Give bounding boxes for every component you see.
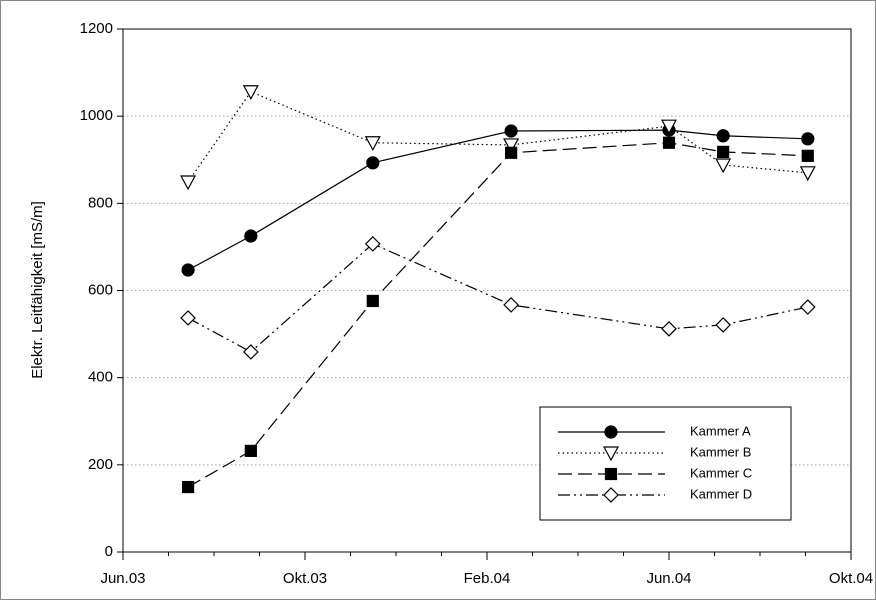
marker bbox=[661, 321, 677, 337]
x-tick-label: Jun.04 bbox=[646, 570, 691, 587]
legend-label: Kammer B bbox=[690, 444, 751, 459]
marker bbox=[181, 480, 195, 494]
legend-label: Kammer A bbox=[690, 423, 751, 438]
y-tick-label: 1200 bbox=[80, 20, 113, 37]
plot-area bbox=[122, 28, 852, 553]
marker bbox=[180, 175, 197, 191]
marker bbox=[244, 229, 258, 243]
marker bbox=[505, 146, 518, 159]
x-tick-label: Jun.03 bbox=[100, 570, 145, 587]
marker bbox=[503, 138, 520, 154]
y-tick-label: 1000 bbox=[80, 107, 113, 124]
marker bbox=[364, 236, 381, 252]
marker bbox=[364, 136, 381, 152]
marker bbox=[799, 299, 816, 315]
marker bbox=[242, 85, 259, 101]
marker bbox=[801, 132, 815, 146]
x-tick-label: Okt.04 bbox=[829, 570, 873, 587]
marker bbox=[717, 145, 730, 159]
marker bbox=[180, 310, 196, 326]
marker bbox=[801, 149, 814, 162]
y-axis-label: Elektr. Leitfähigkeit [mS/m] bbox=[29, 201, 46, 379]
y-tick-label: 200 bbox=[88, 456, 113, 473]
marker bbox=[603, 487, 619, 503]
series-line bbox=[187, 91, 808, 183]
legend-box bbox=[539, 406, 792, 521]
marker bbox=[660, 119, 678, 135]
marker bbox=[662, 136, 676, 149]
x-tick-label: Feb.04 bbox=[464, 570, 511, 587]
legend: Kammer A Kammer B Kammer C Kammer D bbox=[539, 406, 792, 521]
y-tick-label: 800 bbox=[88, 194, 113, 211]
y-tick-label: 0 bbox=[105, 543, 113, 560]
marker bbox=[602, 446, 620, 462]
marker bbox=[366, 156, 380, 170]
marker bbox=[799, 166, 816, 182]
marker bbox=[604, 467, 618, 481]
marker bbox=[716, 129, 730, 143]
marker bbox=[366, 294, 379, 308]
marker bbox=[244, 444, 257, 457]
legend-label: Kammer C bbox=[690, 465, 752, 480]
marker bbox=[715, 317, 731, 333]
marker bbox=[503, 297, 519, 313]
marker bbox=[604, 425, 618, 439]
marker bbox=[181, 263, 195, 277]
series-line bbox=[187, 243, 808, 353]
y-tick-label: 400 bbox=[88, 369, 113, 386]
x-tick-label: Okt.03 bbox=[283, 570, 327, 587]
marker bbox=[504, 124, 518, 138]
y-tick-label: 600 bbox=[88, 281, 113, 298]
legend-label: Kammer D bbox=[690, 486, 752, 501]
marker bbox=[243, 344, 259, 360]
marker bbox=[715, 158, 732, 174]
